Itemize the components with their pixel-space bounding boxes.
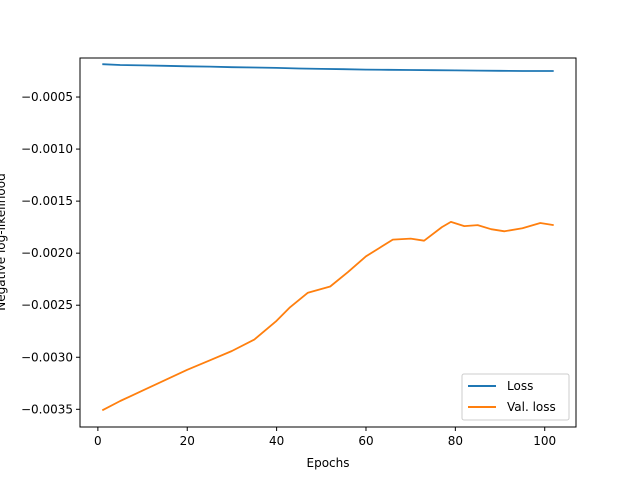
y-tick-label: −0.0030 (21, 350, 73, 364)
y-tick-label: −0.0025 (21, 298, 73, 312)
x-tick-label: 60 (358, 434, 373, 448)
y-axis: −0.0035 −0.0030 −0.0025 −0.0020 −0.0015 −0.00… (21, 90, 80, 416)
y-tick-label: −0.0020 (21, 246, 73, 260)
x-axis: 0 20 40 60 80 100 (94, 427, 556, 448)
y-tick-label: −0.0010 (21, 142, 73, 156)
x-tick-label: 0 (94, 434, 102, 448)
x-tick-label: 40 (269, 434, 284, 448)
x-tick-label: 80 (448, 434, 463, 448)
plot-area (79, 57, 577, 428)
x-axis-label: Epochs (307, 456, 350, 470)
y-tick-label: −0.0035 (21, 402, 73, 416)
x-tick-label: 20 (180, 434, 195, 448)
legend-loss-label: Loss (507, 379, 533, 393)
legend-val-loss-label: Val. loss (507, 400, 556, 414)
series-lines (101, 63, 554, 412)
series-line-val-loss (101, 220, 554, 412)
series-line-loss (102, 63, 554, 72)
x-tick-label: 100 (533, 434, 556, 448)
y-axis-label: Negative log-likelihood (0, 173, 8, 310)
legend: Loss Val. loss (461, 373, 570, 421)
y-tick-label: −0.0015 (21, 194, 73, 208)
y-tick-label: −0.0005 (21, 90, 73, 104)
